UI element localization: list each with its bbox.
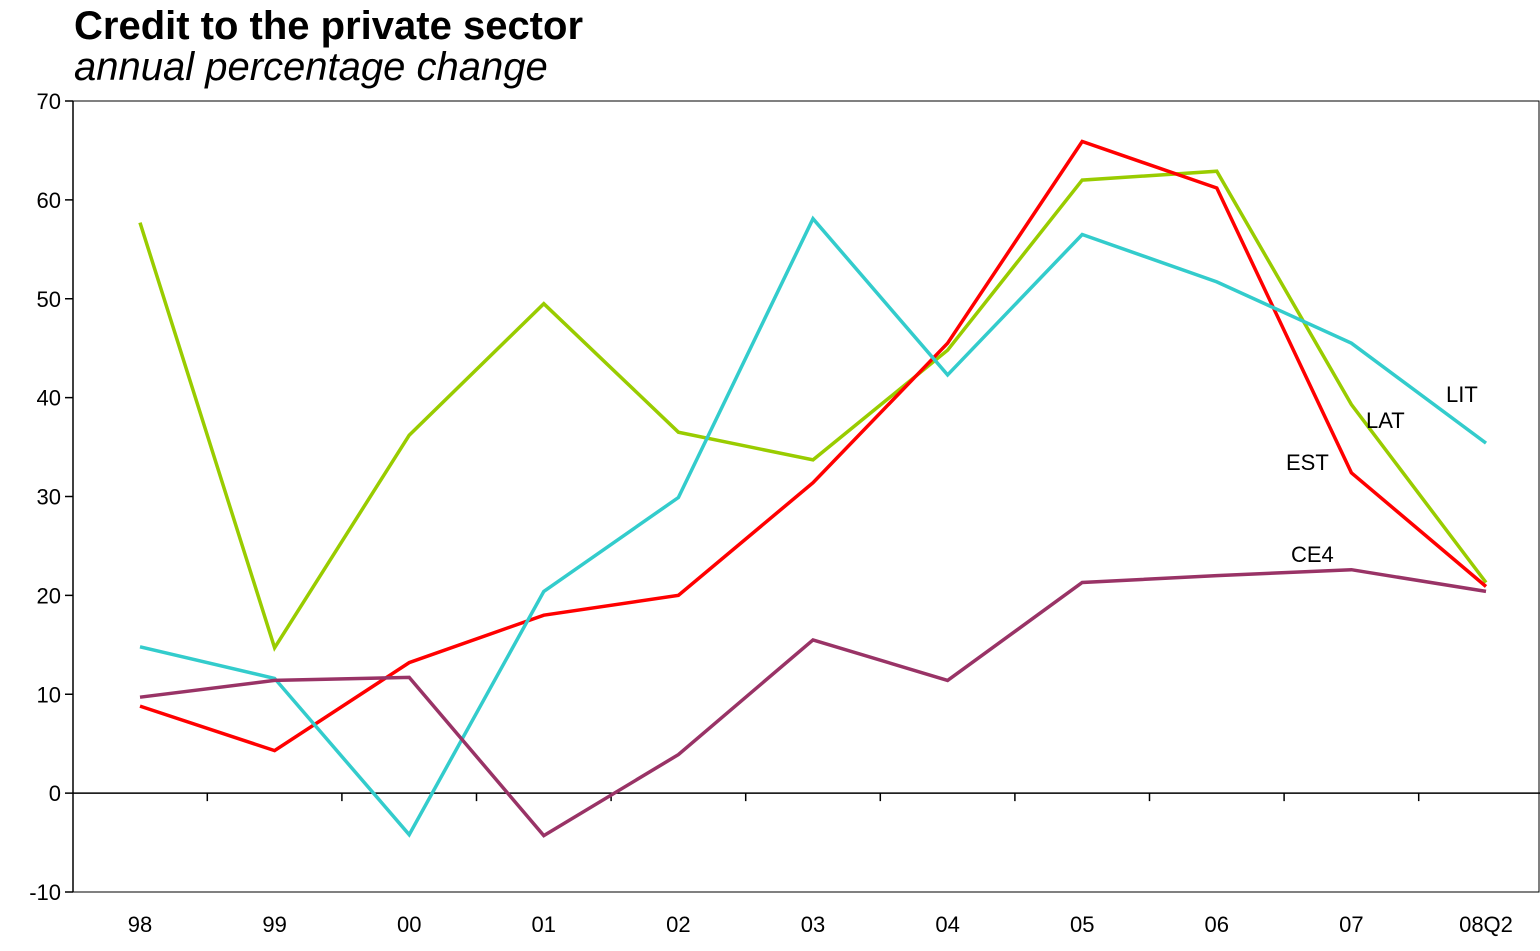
- series-labels: LIT LAT EST CE4: [1286, 382, 1478, 567]
- y-tick-label: 10: [37, 682, 61, 707]
- x-tick-label: 06: [1205, 912, 1229, 937]
- y-tick-label: 0: [49, 781, 61, 806]
- x-tick-label: 08Q2: [1459, 912, 1513, 937]
- x-tick-label: 07: [1339, 912, 1363, 937]
- x-tick-label: 98: [128, 912, 152, 937]
- series-label-ce4: CE4: [1291, 542, 1334, 567]
- y-tick-label: 40: [37, 386, 61, 411]
- chart-subtitle: annual percentage change: [74, 45, 548, 89]
- series-line-est: [139, 139, 1488, 753]
- series-line-lit: [139, 215, 1488, 838]
- x-tick-label: 04: [935, 912, 959, 937]
- x-tick-label: 05: [1070, 912, 1094, 937]
- series-lines: [138, 139, 1488, 838]
- series-line-ce4: [139, 567, 1487, 838]
- y-tick-label: 30: [37, 485, 61, 510]
- x-tick-label: 00: [397, 912, 421, 937]
- plot-area-border: [72, 100, 1540, 893]
- series-label-est: EST: [1286, 450, 1329, 475]
- y-tick-label: 60: [37, 188, 61, 213]
- x-tick-label: 99: [262, 912, 286, 937]
- series-label-lit: LIT: [1446, 382, 1478, 407]
- x-tick-label: 02: [666, 912, 690, 937]
- y-tick-label: 70: [37, 89, 61, 114]
- x-tick-label: 03: [801, 912, 825, 937]
- axes: -10 0 10 20 30 40 50 60 70 98 99 00 01 02 03 04 05 06 07 08…: [29, 89, 1540, 937]
- y-tick-label: 20: [37, 583, 61, 608]
- y-tick-label: 50: [37, 287, 61, 312]
- chart-title: Credit to the private sector: [74, 4, 584, 48]
- series-label-lat: LAT: [1366, 408, 1405, 433]
- y-tick-label: -10: [29, 880, 61, 905]
- x-tick-label: 01: [532, 912, 556, 937]
- series-line-lat: [138, 169, 1488, 652]
